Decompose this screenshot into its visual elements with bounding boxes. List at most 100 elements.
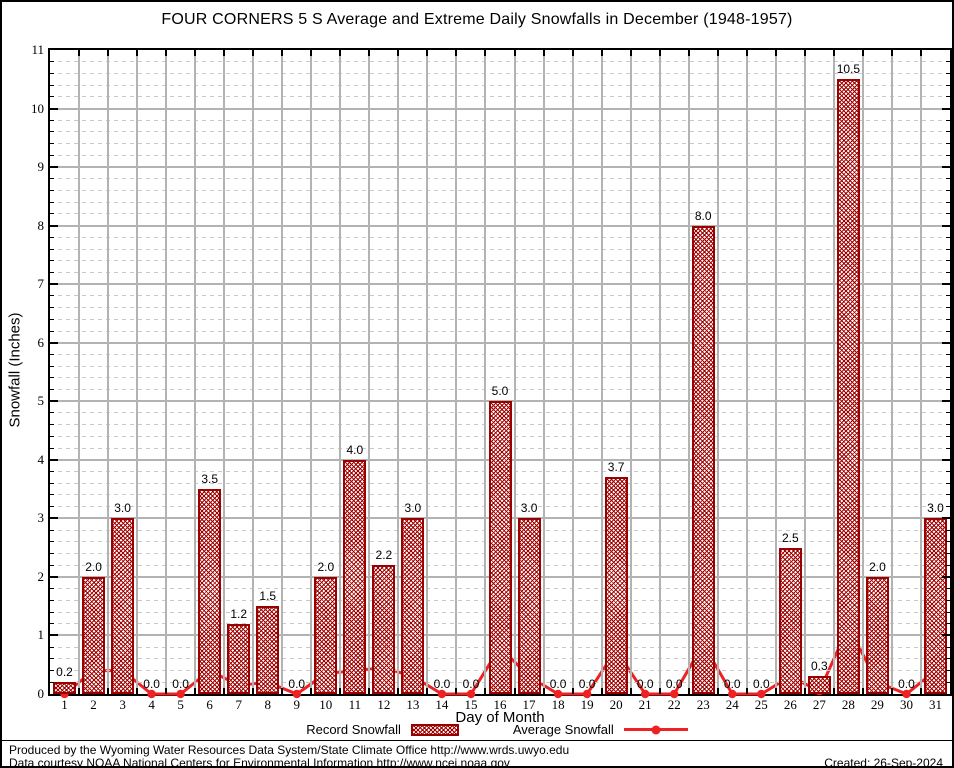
axis-tick [281, 688, 284, 694]
axis-tick [946, 96, 950, 98]
axis-tick [942, 517, 950, 520]
vertical-gridline [339, 50, 342, 694]
axis-tick [50, 646, 54, 648]
axis-tick [542, 50, 545, 56]
minor-gridline [50, 72, 950, 74]
axis-tick [50, 72, 54, 74]
axis-tick [942, 283, 950, 286]
vertical-gridline [687, 50, 690, 694]
record-snowfall-bar [314, 576, 338, 694]
axis-tick [946, 248, 950, 250]
bar-value-label: 5.0 [491, 384, 509, 399]
axis-tick [484, 688, 487, 694]
vertical-gridline [600, 50, 603, 694]
axis-tick [339, 688, 342, 694]
footer-created-date: Created: 26-Sep-2024 [824, 756, 943, 768]
axis-tick [50, 224, 58, 227]
axis-tick [946, 552, 950, 554]
axis-tick [50, 131, 54, 133]
record-snowfall-bar [923, 518, 947, 694]
bar-value-label: 3.0 [520, 501, 538, 516]
axis-tick [946, 119, 950, 121]
x-tick-label: 27 [812, 697, 826, 712]
minor-gridline [50, 96, 950, 98]
axis-tick [50, 564, 54, 566]
axis-tick [50, 143, 54, 145]
x-tick-label: 25 [754, 697, 768, 712]
y-tick-label: 8 [37, 217, 45, 233]
y-tick-label: 9 [37, 159, 45, 175]
bar-value-label: 2.5 [781, 530, 799, 545]
y-tick-label: 5 [37, 393, 45, 409]
axis-tick [252, 50, 255, 56]
axis-tick [946, 447, 950, 449]
x-tick-label: 8 [264, 697, 271, 712]
axis-tick [50, 435, 54, 437]
x-tick-label: 13 [406, 697, 420, 712]
axis-tick [50, 681, 54, 683]
major-gridline [50, 400, 950, 403]
axis-tick [946, 295, 950, 297]
bar-value-label: 10.5 [836, 62, 861, 77]
x-tick-label: 23 [696, 697, 710, 712]
axis-tick [50, 61, 54, 63]
axis-tick [50, 119, 54, 121]
bar-value-label: 3.0 [404, 501, 422, 516]
axis-tick [50, 248, 54, 250]
vertical-gridline [658, 50, 661, 694]
minor-gridline [50, 248, 950, 250]
axis-tick [50, 178, 54, 180]
axis-tick [194, 50, 197, 56]
vertical-gridline [890, 50, 893, 694]
minor-gridline [50, 318, 950, 320]
axis-tick [946, 178, 950, 180]
axis-tick [50, 154, 54, 156]
axis-tick [942, 107, 950, 110]
record-snowfall-bar [111, 518, 135, 694]
axis-tick [50, 271, 54, 273]
axis-tick [942, 458, 950, 461]
axis-tick [946, 330, 950, 332]
axis-tick [513, 688, 516, 694]
axis-tick [745, 50, 748, 56]
axis-tick [946, 154, 950, 156]
axis-tick [571, 50, 574, 56]
bar-value-label: 0.0 [433, 677, 451, 691]
axis-tick [50, 330, 54, 332]
axis-tick [50, 166, 58, 169]
bar-value-label: 0.0 [143, 677, 160, 691]
vertical-gridline [194, 50, 197, 694]
x-tick-label: 12 [377, 697, 391, 712]
axis-tick [946, 611, 950, 613]
axis-tick [600, 50, 603, 56]
axis-tick [946, 72, 950, 74]
vertical-gridline [861, 50, 864, 694]
axis-tick [78, 688, 81, 694]
vertical-gridline [484, 50, 487, 694]
x-tick-label: 3 [119, 697, 126, 712]
axis-tick [832, 688, 835, 694]
x-tick-label: 1 [61, 697, 68, 712]
minor-gridline [50, 119, 950, 121]
axis-tick [629, 50, 632, 56]
x-axis-title: Day of Month [455, 709, 545, 726]
axis-tick [946, 471, 950, 473]
axis-tick [946, 435, 950, 437]
axis-tick [50, 295, 54, 297]
axis-tick [50, 575, 58, 578]
axis-tick [50, 447, 54, 449]
bar-value-label: 0.3 [811, 659, 828, 674]
vertical-gridline [368, 50, 371, 694]
x-tick-label: 28 [841, 697, 855, 712]
axis-tick [50, 552, 54, 554]
axis-tick [946, 412, 950, 414]
axis-tick [50, 599, 54, 601]
x-tick-label: 29 [870, 697, 884, 712]
axis-tick [50, 341, 58, 344]
axis-tick [50, 400, 58, 403]
axis-tick [946, 213, 950, 215]
vertical-gridline [745, 50, 748, 694]
minor-gridline [50, 61, 950, 63]
vertical-gridline [803, 50, 806, 694]
axis-tick [946, 599, 950, 601]
